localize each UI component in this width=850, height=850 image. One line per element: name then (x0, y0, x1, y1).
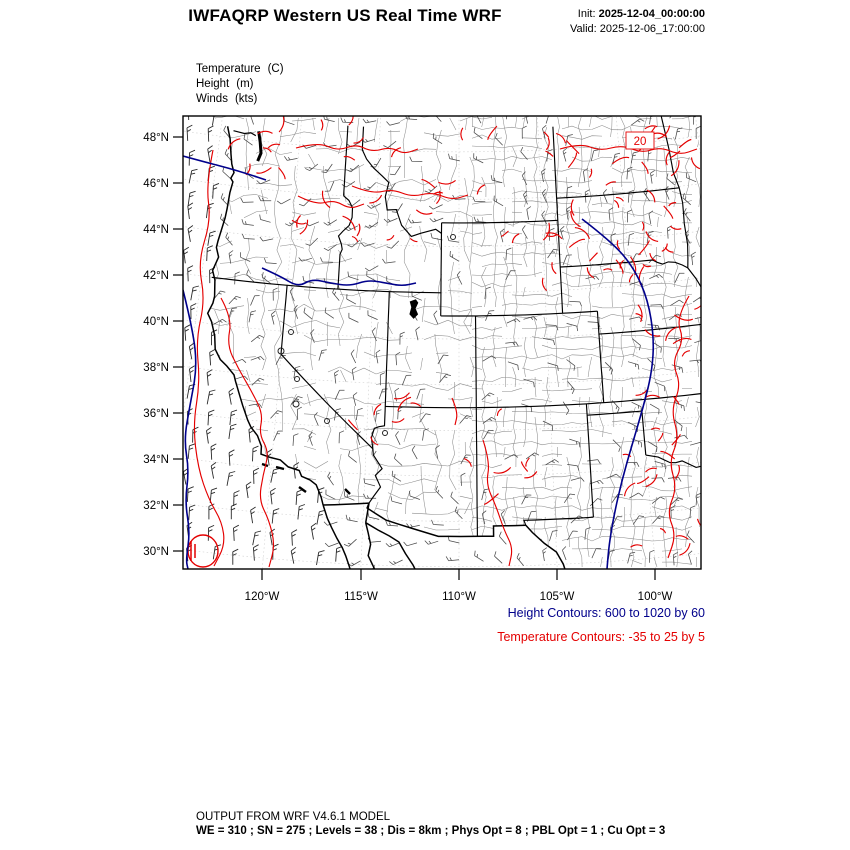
lat-tick-label: 44°N (143, 224, 169, 236)
temperature-contour-legend: Temperature Contours: -35 to 25 by 5 (497, 630, 705, 644)
init-value: 2025-12-04_00:00:00 (598, 8, 705, 20)
temperature-contours (187, 116, 701, 568)
map-layers: 20 (183, 116, 701, 569)
state-borders (211, 116, 701, 537)
map-frame (182, 115, 702, 570)
lat-tick-label: 46°N (143, 178, 169, 190)
parameter-list: Temperature (C) Height (m) Winds (kts) (196, 62, 284, 107)
contour-label-20: 20 (634, 136, 647, 148)
lat-tick-label: 42°N (143, 270, 169, 282)
lon-tick-label: 115°W (344, 591, 378, 603)
param-winds: Winds (kts) (196, 93, 258, 105)
lat-tick-label: 38°N (143, 362, 169, 374)
lon-tick-label: 105°W (540, 591, 575, 603)
axis-labels: 48°N 46°N 44°N 42°N 40°N 38°N 36°N 34°N 32°N 30°N… (143, 132, 672, 603)
lat-tick-label: 34°N (143, 454, 169, 466)
wind-barbs-ocean (183, 116, 343, 566)
lat-tick-label: 40°N (143, 316, 169, 328)
page-title: IWFAQRP Western US Real Time WRF (188, 6, 502, 25)
lat-tick-label: 32°N (143, 500, 169, 512)
lon-tick-label: 110°W (442, 591, 476, 603)
param-height: Height (m) (196, 78, 254, 90)
lakes (261, 234, 456, 495)
valid-time-line: Valid: 2025-12-06_17:00:00 (570, 22, 705, 37)
contour-value-label: 20 (625, 131, 655, 150)
puget-sound (256, 131, 263, 162)
valid-value: 2025-12-06_17:00:00 (599, 23, 705, 35)
lon-tick-label: 100°W (638, 591, 673, 603)
graticule (183, 116, 701, 569)
init-time-line: Init: 2025-12-04_00:00:00 (570, 7, 705, 22)
height-contour-legend: Height Contours: 600 to 1020 by 60 (507, 606, 705, 620)
coastline (206, 126, 566, 569)
model-output-line: OUTPUT FROM WRF V4.6.1 MODEL (196, 811, 391, 823)
axis-ticks (173, 136, 656, 580)
lat-tick-label: 48°N (143, 132, 169, 144)
model-config-line: WE = 310 ; SN = 275 ; Levels = 38 ; Dis … (196, 825, 666, 837)
valid-label: Valid: (570, 23, 597, 35)
wind-barbs-land (213, 116, 701, 569)
great-salt-lake (409, 299, 419, 319)
height-contours (183, 155, 655, 569)
param-temperature: Temperature (C) (196, 63, 284, 75)
run-times: Init: 2025-12-04_00:00:00 Valid: 2025-12… (570, 7, 705, 37)
lat-tick-label: 36°N (143, 408, 169, 420)
init-label: Init: (577, 8, 596, 20)
lat-tick-label: 30°N (143, 546, 169, 558)
lon-tick-label: 120°W (245, 591, 280, 603)
